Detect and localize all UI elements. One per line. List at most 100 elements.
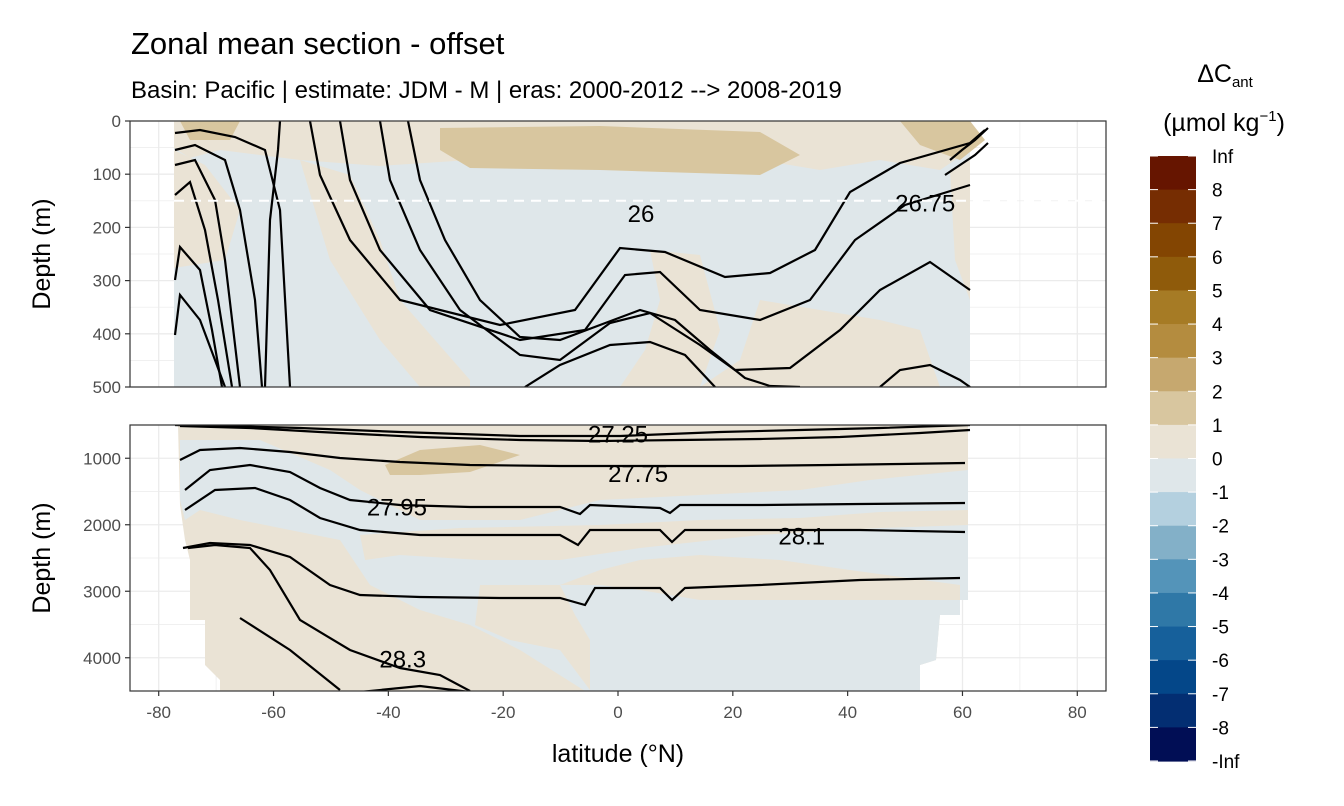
legend-swatch [1150,256,1196,292]
y-tick-label: 300 [93,272,121,291]
lower-contour-1 [179,425,971,443]
legend-unit-suffix: ) [1277,109,1285,137]
legend-label: 1 [1212,416,1223,437]
legend-swatch [1150,492,1196,527]
color-legend: ΔCant (µmol kg−1) Inf 8 7 6 5 4 3 2 1 0 -1 -2 -3 -4 -5… [1150,60,1285,773]
lower-contour-6 [182,541,961,607]
x-tick-label: -80 [146,703,171,722]
legend-label: -4 [1212,584,1229,605]
y-tick-label: 4000 [83,649,121,668]
contour-labels: 26 26.75 27.25 27.75 27.95 28.1 28.3 [367,190,955,673]
y-tick-label: 100 [93,165,121,184]
y-tick-label: 200 [93,218,121,237]
panel-lower: 1000 2000 3000 4000 Depth (m) [28,424,1107,692]
legend-unit: (µmol kg−1) [1163,108,1285,137]
legend-swatch [1150,223,1196,258]
legend-swatch [1150,324,1196,359]
legend-swatch [1150,626,1196,661]
y-tick-label: 3000 [83,582,121,601]
contour-label: 27.75 [608,461,668,488]
legend-label: 7 [1212,214,1223,235]
legend-swatch [1150,693,1196,728]
upper-contour-11 [524,340,716,387]
legend-swatch [1150,156,1196,191]
lower-contour-5 [184,486,966,547]
upper-contour-13 [263,121,282,387]
upper-field-positive-west2 [300,160,470,387]
x-tick-label: 60 [953,703,972,722]
upper-field-positive-east [950,160,970,300]
panel-upper: 0 100 200 300 400 500 Depth (m) [28,112,1107,397]
upper-contour-8 [338,121,971,342]
upper-contour-5 [173,244,224,387]
x-axis-title: latitude (°N) [552,740,684,768]
legend-swatch [1150,424,1196,460]
legend-labels: Inf 8 7 6 5 4 3 2 1 0 -1 -2 -3 -4 -5 -6 -7 -8 -Inf [1212,147,1240,773]
contour-label: 26 [628,201,655,228]
lower-contour-3 [179,446,966,468]
upper-contour-4 [174,180,234,387]
upper-contour-12 [879,363,971,387]
upper-contour-6 [173,292,227,387]
lower-contour-2 [174,425,971,438]
legend-unit-prefix: (µmol kg [1163,109,1259,137]
x-tick-label: 80 [1068,703,1087,722]
legend-label: -Inf [1212,752,1240,773]
legend-swatch [1150,660,1196,695]
legend-title-main: ΔC [1197,60,1232,88]
y-tick-label: 0 [112,112,121,131]
legend-swatch [1150,357,1196,392]
upper-field-strong-surface [440,126,800,175]
legend-swatch [1150,458,1196,493]
lower-contour-7 [239,617,341,691]
upper-contour-2 [174,143,264,387]
panel-lower-y-axis-title: Depth (m) [28,502,56,613]
legend-label: 4 [1212,315,1223,336]
legend-label: -5 [1212,618,1229,639]
lower-field-strong [385,445,520,475]
contour-label: 27.95 [367,494,427,521]
contour-label: 26.75 [895,190,955,217]
contour-label: 28.3 [379,647,426,674]
contour-label: 27.25 [588,421,648,448]
x-tick-label: -40 [376,703,401,722]
upper-field-positive-west [174,150,240,268]
legend-label: 6 [1212,248,1223,269]
lower-contour-4 [184,463,966,516]
upper-contour-15 [944,142,989,176]
legend-title: ΔCant [1197,60,1253,91]
upper-field-strong-north [900,121,985,160]
upper-contour-14 [949,127,989,161]
x-tick-label: 40 [838,703,857,722]
panel-upper-y-ticks: 0 100 200 300 400 500 [93,112,130,397]
upper-contour-10 [406,121,801,387]
chart-title: Zonal mean section - offset [131,26,505,61]
legend-title-subscript: ant [1232,74,1254,91]
legend-swatch [1150,525,1196,560]
y-tick-label: 1000 [83,449,121,468]
legend-label: -8 [1212,718,1229,739]
lower-contour-9 [359,684,471,691]
chart-subtitle: Basin: Pacific | estimate: JDM - M | era… [131,77,842,104]
upper-contours [173,121,989,387]
legend-swatch [1150,559,1196,594]
panel-upper-fields [173,121,1106,387]
legend-label: -7 [1212,685,1229,706]
lower-contours [174,425,971,691]
y-tick-label: 2000 [83,516,121,535]
x-axis-ticks: -80 -60 -40 -20 0 20 40 60 80 [146,691,1087,722]
y-tick-label: 500 [93,378,121,397]
upper-field-positive-north [700,300,940,387]
legend-label: 5 [1212,281,1223,302]
y-tick-label: 400 [93,325,121,344]
legend-swatch [1150,727,1196,762]
legend-color-bar [1150,155,1196,762]
contour-label: 28.1 [778,524,825,551]
legend-unit-exponent: −1 [1259,108,1276,125]
lower-contour-8 [187,543,471,691]
panel-upper-border [129,120,1107,388]
x-tick-label: -20 [491,703,516,722]
legend-label: 0 [1212,450,1223,471]
legend-label: -3 [1212,550,1229,571]
